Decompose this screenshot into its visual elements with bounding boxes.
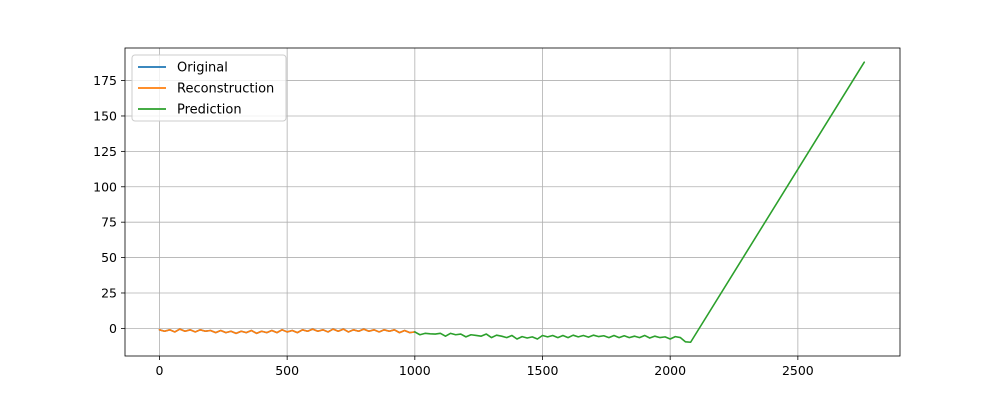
y-tick-label: 175	[93, 73, 117, 88]
plot-series	[158, 61, 866, 344]
x-tick-label: 2000	[654, 363, 686, 378]
x-tick-label: 500	[275, 363, 299, 378]
legend-box	[131, 54, 287, 122]
legend-label-reconstruction: Reconstruction	[177, 82, 274, 97]
x-axis: 0 500 1000 1500 2000 2500	[155, 356, 814, 378]
y-tick-label: 150	[93, 108, 117, 123]
y-tick-label: 75	[101, 215, 117, 230]
legend-label-original: Original	[177, 61, 228, 76]
y-tick-label: 50	[101, 250, 117, 265]
legend: Original Reconstruction Prediction	[131, 54, 287, 122]
y-tick-label: 0	[109, 321, 117, 336]
plot-area-frame	[124, 47, 901, 357]
y-tick-label: 25	[101, 285, 117, 300]
series-line-reconstruction	[158, 328, 416, 335]
y-axis: 0 25 50 75 100 125 150 175	[93, 73, 125, 336]
x-tick-label: 0	[155, 363, 163, 378]
legend-label-prediction: Prediction	[177, 103, 242, 118]
x-tick-label: 1000	[399, 363, 431, 378]
x-tick-label: 1500	[527, 363, 559, 378]
y-tick-label: 125	[93, 144, 117, 159]
y-tick-label: 100	[93, 179, 117, 194]
x-tick-label: 2500	[782, 363, 814, 378]
series-line-prediction	[414, 61, 866, 344]
